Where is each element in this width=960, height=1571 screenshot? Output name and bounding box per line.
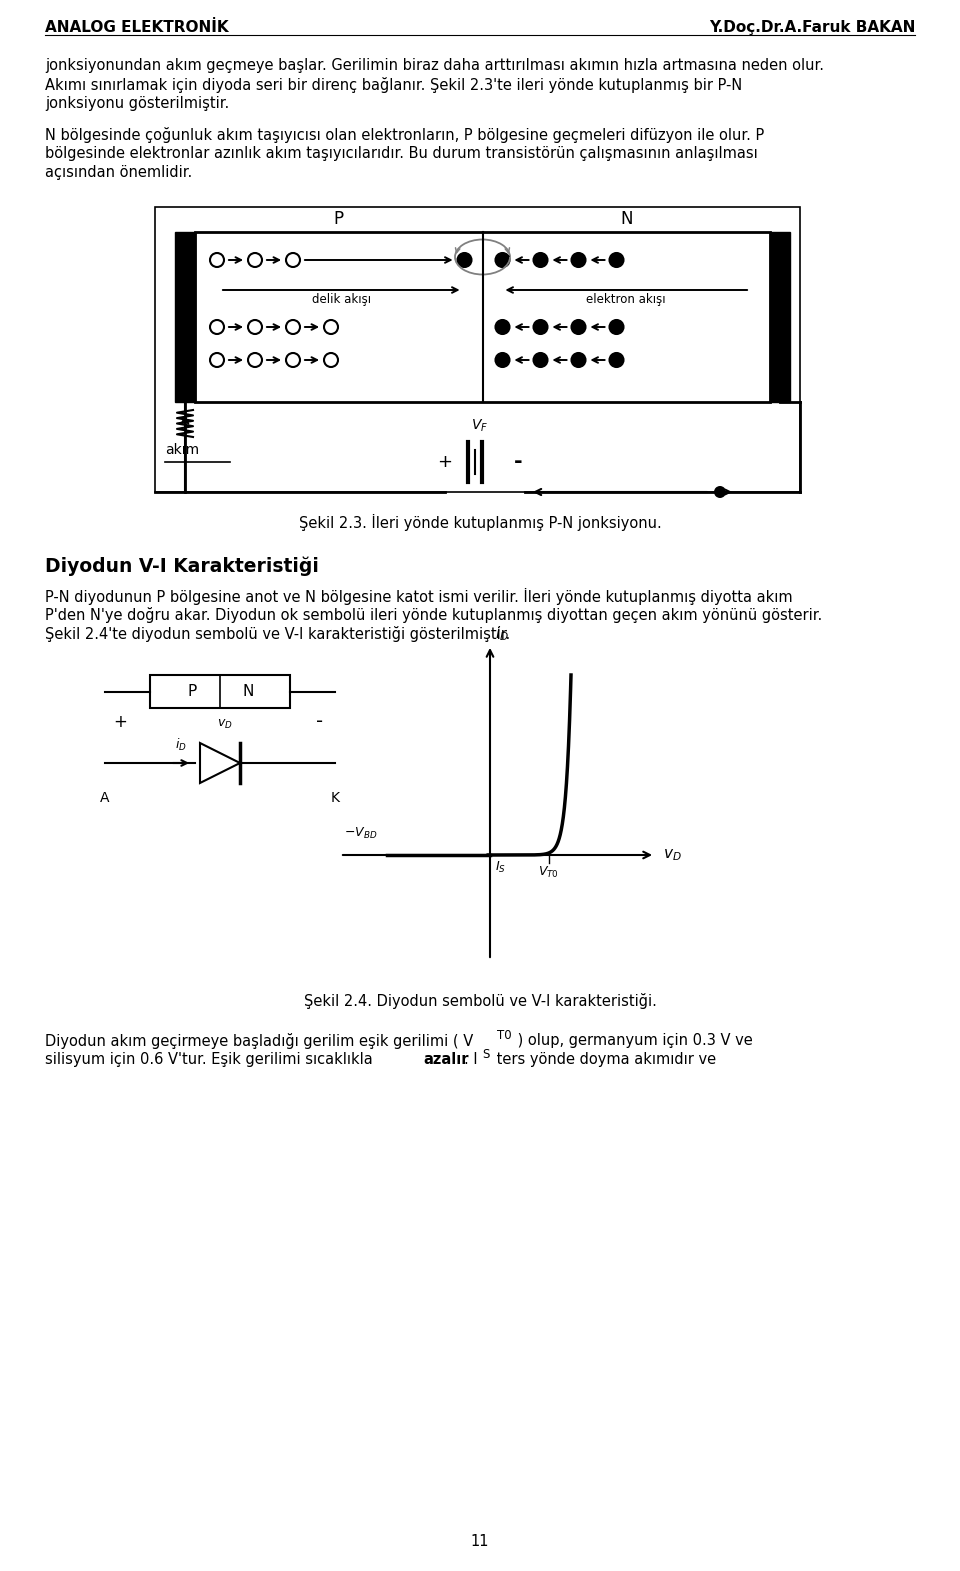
Circle shape (458, 253, 471, 267)
Text: Diyodun akım geçirmeye başladığı gerilim eşik gerilimi ( V: Diyodun akım geçirmeye başladığı gerilim… (45, 1034, 473, 1049)
Text: $v_D$: $v_D$ (663, 847, 682, 862)
Bar (175, 233, 195, 402)
Text: akım: akım (165, 443, 199, 457)
Text: P-N diyodunun P bölgesine anot ve N bölgesine katot ismi verilir. İleri yönde ku: P-N diyodunun P bölgesine anot ve N bölg… (45, 588, 793, 605)
Text: silisyum için 0.6 V'tur. Eşik gerilimi sıcaklıkla: silisyum için 0.6 V'tur. Eşik gerilimi s… (45, 1053, 377, 1067)
Text: T0: T0 (497, 1029, 512, 1042)
Text: K: K (330, 792, 340, 804)
Text: delik akışı: delik akışı (312, 294, 371, 306)
Text: 11: 11 (470, 1533, 490, 1549)
Text: P: P (187, 683, 197, 699)
Circle shape (534, 353, 547, 368)
Text: $I_S$: $I_S$ (495, 859, 506, 875)
Text: $V_F$: $V_F$ (471, 418, 489, 434)
Text: N: N (620, 211, 633, 228)
Text: bölgesinde elektronlar azınlık akım taşıyıcılarıdır. Bu durum transistörün çalış: bölgesinde elektronlar azınlık akım taşı… (45, 146, 757, 160)
Circle shape (534, 320, 547, 335)
Circle shape (495, 253, 510, 267)
Text: $V_{T0}$: $V_{T0}$ (538, 866, 559, 880)
Circle shape (610, 320, 623, 335)
Text: jonksiyonundan akım geçmeye başlar. Gerilimin biraz daha arttırılması akımın hız: jonksiyonundan akım geçmeye başlar. Geri… (45, 58, 824, 72)
Text: $-V_{BD}$: $-V_{BD}$ (344, 826, 377, 840)
Bar (770, 233, 790, 402)
Text: $i_D$: $i_D$ (495, 624, 509, 643)
Text: +: + (113, 713, 127, 731)
Text: N: N (242, 683, 253, 699)
Text: N bölgesinde çoğunluk akım taşıyıcısı olan elektronların, P bölgesine geçmeleri : N bölgesinde çoğunluk akım taşıyıcısı ol… (45, 127, 764, 143)
Bar (195, 233, 770, 402)
Circle shape (610, 353, 623, 368)
Circle shape (534, 253, 547, 267)
Text: ) olup, germanyum için 0.3 V ve: ) olup, germanyum için 0.3 V ve (513, 1034, 753, 1048)
Text: Y.Doç.Dr.A.Faruk BAKAN: Y.Doç.Dr.A.Faruk BAKAN (708, 20, 915, 35)
Text: Şekil 2.4. Diyodun sembolü ve V-I karakteristiği.: Şekil 2.4. Diyodun sembolü ve V-I karakt… (303, 993, 657, 1009)
Text: ters yönde doyma akımıdır ve: ters yönde doyma akımıdır ve (492, 1053, 716, 1067)
Text: Şekil 2.3. İleri yönde kutuplanmış P-N jonksiyonu.: Şekil 2.3. İleri yönde kutuplanmış P-N j… (299, 514, 661, 531)
Text: Akımı sınırlamak için diyoda seri bir direnç bağlanır. Şekil 2.3'te ileri yönde : Akımı sınırlamak için diyoda seri bir di… (45, 77, 742, 93)
Text: -: - (514, 452, 522, 471)
Text: -: - (317, 712, 324, 731)
Text: A: A (100, 792, 109, 804)
Circle shape (571, 353, 586, 368)
Circle shape (495, 320, 510, 335)
Text: Şekil 2.4'te diyodun sembolü ve V-I karakteristiği gösterilmiştir.: Şekil 2.4'te diyodun sembolü ve V-I kara… (45, 625, 511, 643)
Text: S: S (482, 1048, 490, 1060)
Text: azalır: azalır (423, 1053, 468, 1067)
Text: P: P (334, 211, 344, 228)
Text: Diyodun V-I Karakteristiği: Diyodun V-I Karakteristiği (45, 556, 319, 575)
Text: . I: . I (464, 1053, 478, 1067)
Text: $v_D$: $v_D$ (217, 718, 233, 731)
Bar (150, 676, 290, 709)
Circle shape (610, 253, 623, 267)
Text: $i_D$: $i_D$ (175, 737, 187, 753)
Bar (155, 207, 800, 492)
Text: elektron akışı: elektron akışı (587, 294, 666, 306)
Text: açısından önemlidir.: açısından önemlidir. (45, 165, 192, 181)
Circle shape (495, 353, 510, 368)
Circle shape (714, 485, 726, 498)
Circle shape (571, 253, 586, 267)
Text: jonksiyonu gösterilmiştir.: jonksiyonu gösterilmiştir. (45, 96, 229, 112)
Text: P'den N'ye doğru akar. Diyodun ok sembolü ileri yönde kutuplanmış diyottan geçen: P'den N'ye doğru akar. Diyodun ok sembol… (45, 606, 823, 624)
Text: +: + (438, 452, 452, 471)
Circle shape (571, 320, 586, 335)
Text: ANALOG ELEKTRONİK: ANALOG ELEKTRONİK (45, 20, 228, 35)
